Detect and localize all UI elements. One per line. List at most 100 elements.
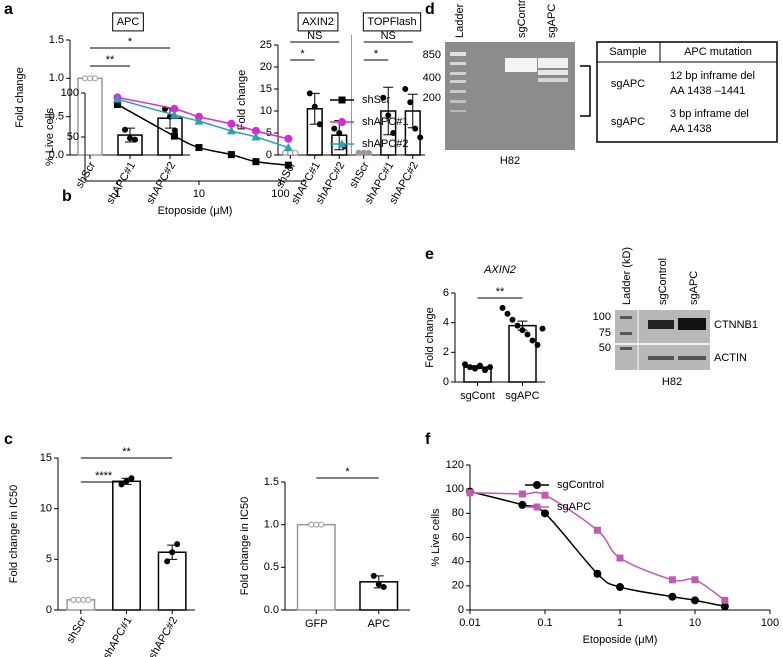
x-tick-label: shScr: [347, 160, 372, 191]
marker: [251, 132, 261, 141]
panel-label: c: [4, 431, 13, 448]
table-cell: 12 bp inframe del: [670, 70, 755, 82]
significance-label: *: [345, 466, 350, 478]
replicate-point: [123, 478, 130, 485]
title-box: [362, 12, 422, 32]
y-tick-label: 0: [458, 604, 464, 616]
replicate-point: [127, 135, 133, 142]
x-tick-label: GFP: [305, 618, 328, 630]
y-tick-label: 60: [452, 531, 464, 543]
replicate-point: [385, 112, 392, 119]
wb-band: CTNNB1: [714, 319, 758, 331]
gel-size: 850: [423, 49, 441, 61]
table-cell: sgAPC: [611, 78, 645, 90]
marker: [252, 158, 260, 166]
replicate-point: [509, 316, 516, 323]
replicate-point: [539, 325, 546, 332]
y-tick-label: 0: [443, 376, 449, 388]
panel-title: AXIN2: [302, 16, 334, 28]
bar: [296, 523, 336, 611]
replicate-point: [292, 149, 299, 156]
marker: [194, 116, 204, 125]
marker: [541, 491, 549, 499]
marker: [518, 490, 526, 498]
replicate-point: [308, 521, 315, 528]
panel-label: f: [425, 431, 431, 448]
replicate-point: [164, 558, 171, 565]
y-tick-label: 2: [443, 346, 449, 358]
legend-label: sgControl: [557, 479, 604, 491]
x-tick-label: 100: [761, 617, 779, 629]
wb-size: 75: [599, 327, 611, 339]
table-cell: 3 bp inframe del: [670, 108, 749, 120]
x-tick-label: APC: [367, 618, 390, 630]
replicate-point: [370, 572, 377, 579]
y-tick-label: 5: [46, 553, 52, 565]
replicate-point: [390, 130, 397, 136]
mutation-table: Sample APC mutation sgAPC 12 bp inframe …: [596, 41, 778, 143]
bar: [77, 77, 103, 156]
replicate-point: [487, 364, 493, 371]
significance-label: *: [374, 48, 379, 60]
replicate-point: [82, 75, 88, 82]
y-tick-label: 15: [260, 83, 272, 95]
panel-label: a: [4, 1, 13, 18]
replicate-point: [336, 130, 343, 136]
wb-size: 100: [593, 311, 611, 323]
gel-cell-line: H82: [500, 155, 520, 167]
y-tick-label: 0.5: [264, 561, 279, 573]
bar: [157, 551, 187, 611]
replicate-point: [331, 125, 338, 132]
marker: [593, 526, 601, 534]
x-tick-label: shScr: [64, 615, 89, 646]
y-tick-label: 50: [67, 131, 79, 143]
legend-marker: [337, 139, 347, 148]
x-tick-label: shAPC#1: [101, 615, 135, 657]
y-tick-label: 100: [61, 87, 79, 99]
x-tick-label: 100: [271, 188, 289, 200]
replicate-point: [122, 126, 128, 133]
replicate-point: [132, 136, 138, 143]
series-line: [469, 491, 726, 601]
marker: [170, 132, 178, 140]
panel-label: b: [62, 188, 72, 205]
replicate-point: [472, 365, 478, 372]
y-tick-label: 0.0: [264, 604, 279, 616]
replicate-point: [87, 75, 93, 82]
x-axis-label: Etoposide (μM): [158, 205, 233, 217]
y-tick-label: 1.0: [264, 519, 279, 531]
marker: [227, 119, 236, 128]
replicate-point: [402, 86, 409, 92]
replicate-point: [529, 337, 536, 344]
replicate-point: [412, 125, 419, 132]
marker: [466, 489, 474, 497]
y-tick-label: 20: [452, 580, 464, 592]
panel-label: e: [425, 246, 434, 263]
significance-label: NS: [307, 30, 322, 42]
bar: [508, 324, 537, 383]
y-tick-label: 0: [266, 149, 272, 161]
marker: [169, 110, 179, 119]
y-axis-label: % Live cells: [44, 107, 56, 166]
panel-label: d: [425, 1, 435, 18]
gel-lane: sgControl: [516, 0, 528, 38]
replicate-point: [316, 121, 323, 128]
panel-title: AXIN2: [483, 264, 516, 276]
marker: [593, 569, 602, 578]
marker: [691, 596, 699, 605]
y-tick-label: 6: [443, 287, 449, 299]
replicate-point: [172, 127, 178, 134]
marker: [251, 126, 260, 135]
marker: [541, 509, 549, 518]
marker: [195, 144, 203, 152]
replicate-point: [311, 103, 318, 110]
y-tick-label: 120: [446, 459, 464, 471]
significance-label: NS: [381, 30, 396, 42]
y-tick-label: 15: [40, 452, 52, 464]
y-tick-label: 40: [452, 556, 464, 568]
y-tick-label: 0.5: [49, 111, 64, 123]
replicate-point: [360, 149, 367, 156]
legend-marker: [533, 481, 541, 489]
y-tick-label: 10: [40, 503, 52, 515]
gel-size: 400: [423, 72, 441, 84]
